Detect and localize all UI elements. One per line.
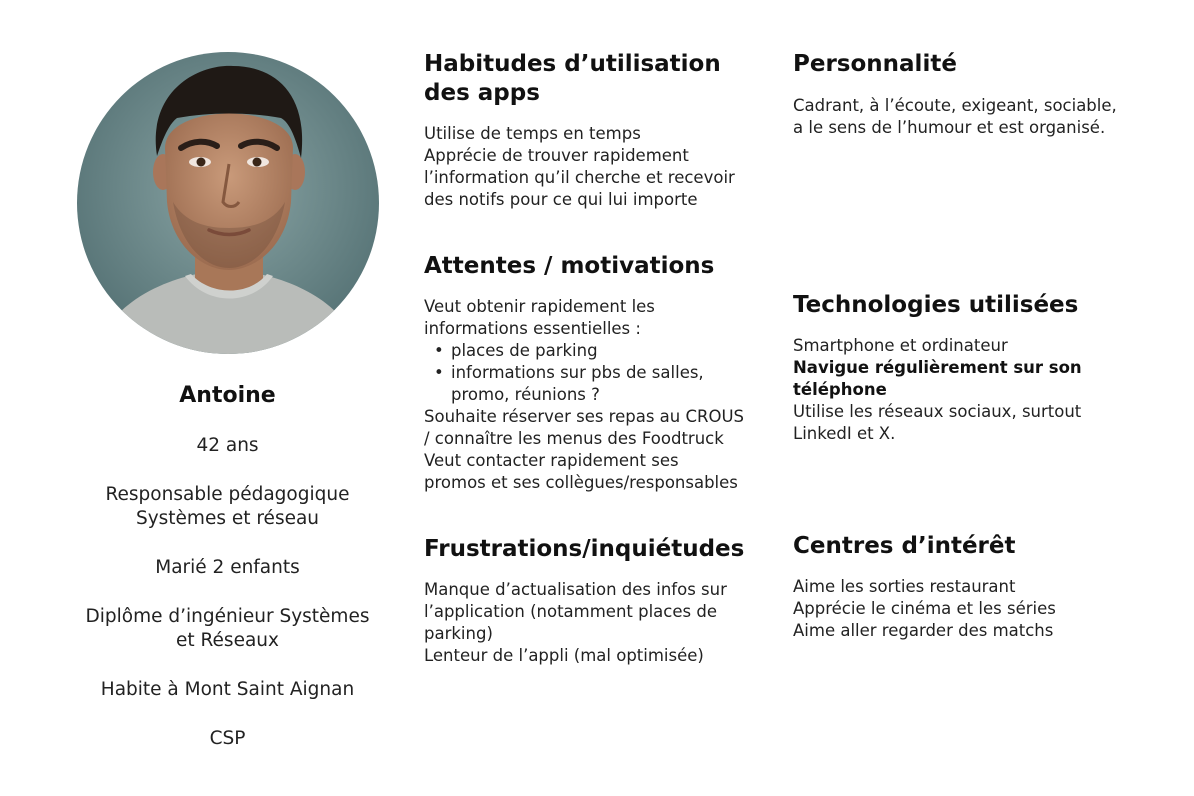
interests-title: Centres d’intérêt [793, 533, 1016, 559]
frustrations-body: Manque d’actualisation des infos sur l’a… [424, 579, 779, 667]
portrait-illustration [77, 52, 379, 354]
expectations-title: Attentes / motivations [424, 253, 715, 279]
app-habits-title-line2: des apps [424, 80, 540, 106]
expectations-outro-line: / connaître les menus des Foodtruck [424, 429, 724, 448]
app-habits-line: Utilise de temps en temps [424, 124, 641, 143]
profile-location: Habite à Mont Saint Aignan [100, 679, 355, 700]
interests-line: Aime aller regarder des matchs [793, 621, 1054, 640]
personality-title: Personnalité [793, 51, 957, 77]
technologies-line: Utilise les réseaux sociaux, surtout [793, 402, 1082, 421]
app-habits-section: Habitudes d’utilisation des apps Utilise… [424, 50, 779, 211]
expectations-intro-line: Veut obtenir rapidement les [424, 297, 655, 316]
app-habits-line: l’information qu’il cherche et recevoir [424, 168, 735, 187]
expectations-bullet-continuation: promo, réunions ? [451, 385, 600, 404]
expectations-body: Veut obtenir rapidement les informations… [424, 296, 779, 494]
technologies-line: LinkedI et X. [793, 424, 896, 443]
technologies-bold-line: Navigue régulièrement sur son [793, 358, 1082, 377]
profile-job-line2: Systèmes et réseau [135, 508, 320, 529]
profile-age: 42 ans [196, 435, 259, 456]
profile-family: Marié 2 enfants [155, 557, 300, 578]
interests-line: Apprécie le cinéma et les séries [793, 599, 1056, 618]
bullet-glyph: • [434, 363, 444, 382]
app-habits-line: des notifs pour ce qui lui importe [424, 190, 698, 209]
expectations-intro-line: informations essentielles : [424, 319, 641, 338]
profile-job-line1: Responsable pédagogique [105, 484, 350, 505]
frustrations-line: l’application (notamment places de [424, 602, 717, 621]
technologies-title: Technologies utilisées [793, 292, 1079, 318]
interests-body: Aime les sorties restaurant Apprécie le … [793, 576, 1163, 642]
frustrations-title: Frustrations/inquiétudes [424, 536, 745, 562]
interests-line: Aime les sorties restaurant [793, 577, 1016, 596]
expectations-outro-line: promos et ses collègues/responsables [424, 473, 738, 492]
expectations-outro-line: Veut contacter rapidement ses [424, 451, 679, 470]
app-habits-title: Habitudes d’utilisation des apps [424, 50, 779, 108]
technologies-line: Smartphone et ordinateur [793, 336, 1008, 355]
profile-name: Antoine [179, 383, 276, 408]
frustrations-line: Manque d’actualisation des infos sur [424, 580, 727, 599]
technologies-bold-line: téléphone [793, 380, 887, 399]
profile-avatar [77, 52, 379, 354]
personality-line: a le sens de l’humour et est organisé. [793, 118, 1106, 137]
expectations-bullet-text: informations sur pbs de salles, [451, 363, 704, 382]
frustrations-section: Frustrations/inquiétudes Manque d’actual… [424, 535, 779, 667]
expectations-bullet-item: • places de parking [424, 340, 779, 362]
personality-body: Cadrant, à l’écoute, exigeant, sociable,… [793, 95, 1163, 139]
technologies-body: Smartphone et ordinateur Navigue réguliè… [793, 335, 1163, 445]
expectations-section: Attentes / motivations Veut obtenir rapi… [424, 252, 779, 494]
frustrations-line: parking) [424, 624, 493, 643]
expectations-outro-line: Souhaite réserver ses repas au CROUS [424, 407, 745, 426]
technologies-section: Technologies utilisées Smartphone et ord… [793, 291, 1163, 445]
app-habits-body: Utilise de temps en temps Apprécie de tr… [424, 123, 779, 211]
app-habits-title-line1: Habitudes d’utilisation [424, 51, 721, 77]
profile-degree-line2: et Réseaux [176, 630, 279, 651]
profile-identity: Antoine 42 ans Responsable pédagogique S… [40, 382, 415, 751]
profile-csp: CSP [209, 728, 246, 749]
profile-degree-line1: Diplôme d’ingénieur Systèmes [85, 606, 370, 627]
interests-section: Centres d’intérêt Aime les sorties resta… [793, 532, 1163, 642]
personality-line: Cadrant, à l’écoute, exigeant, sociable, [793, 96, 1117, 115]
bullet-glyph: • [434, 341, 444, 360]
frustrations-line: Lenteur de l’appli (mal optimisée) [424, 646, 704, 665]
personality-section: Personnalité Cadrant, à l’écoute, exigea… [793, 50, 1163, 139]
expectations-bullet-text: places de parking [451, 341, 598, 360]
expectations-bullet-item: • informations sur pbs de salles, [424, 362, 779, 384]
app-habits-line: Apprécie de trouver rapidement [424, 146, 689, 165]
